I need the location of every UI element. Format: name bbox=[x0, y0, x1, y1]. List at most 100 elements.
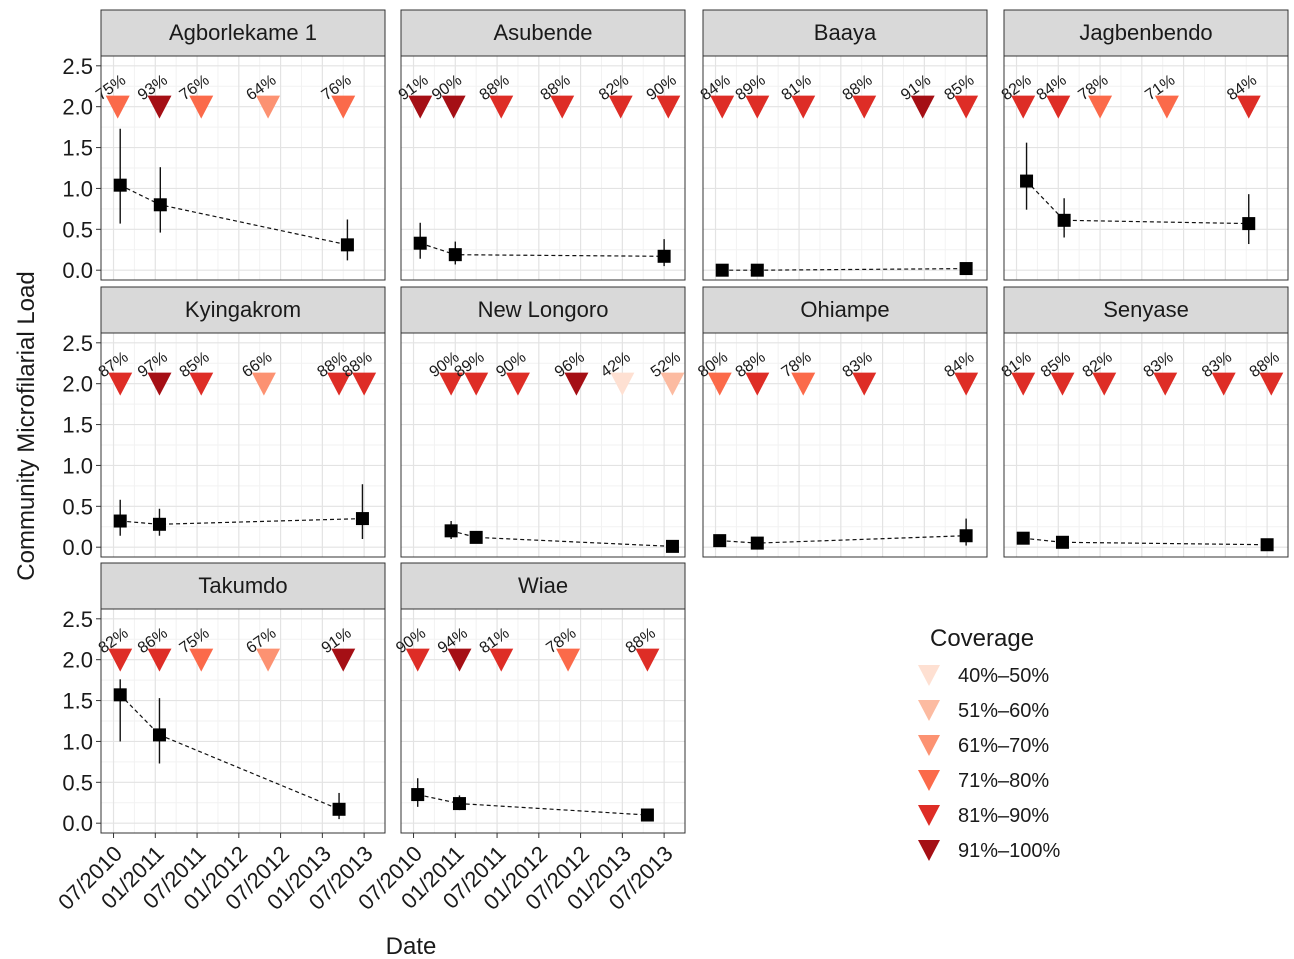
coverage-marker bbox=[791, 372, 816, 396]
trend-line bbox=[1026, 180, 1249, 225]
data-point bbox=[750, 263, 764, 277]
data-point bbox=[959, 262, 973, 276]
coverage-marker bbox=[1153, 372, 1178, 396]
coverage-marker bbox=[1092, 372, 1117, 396]
facet-strip bbox=[702, 9, 988, 57]
panel-border bbox=[100, 608, 386, 834]
data-point bbox=[469, 530, 483, 544]
y-tick-label: 2.0 bbox=[62, 95, 93, 120]
data-point bbox=[413, 236, 427, 250]
facet-strip bbox=[100, 562, 386, 610]
data-point bbox=[153, 198, 167, 212]
y-tick-label: 0.0 bbox=[62, 535, 93, 560]
legend-swatch bbox=[918, 770, 940, 791]
y-tick-label: 2.0 bbox=[62, 372, 93, 397]
facet-strip-label: Asubende bbox=[493, 20, 592, 45]
panels-layer: Agborlekame 175% 93% 76% 64% 76%0.00.51.01.5… bbox=[53, 9, 1289, 915]
panel-border bbox=[1003, 332, 1289, 558]
legend-swatch bbox=[918, 805, 940, 826]
y-tick-label: 1.0 bbox=[62, 453, 93, 478]
coverage-marker bbox=[1046, 95, 1071, 119]
coverage-marker bbox=[408, 95, 433, 119]
trend-line bbox=[1023, 537, 1268, 546]
y-tick-label: 0.5 bbox=[62, 770, 93, 795]
data-point bbox=[444, 524, 458, 538]
coverage-marker bbox=[489, 95, 514, 119]
y-axis-title: Community Microfilarial Load bbox=[13, 271, 40, 580]
data-point bbox=[1020, 174, 1034, 188]
coverage-marker bbox=[331, 95, 356, 119]
y-tick-label: 2.5 bbox=[62, 54, 93, 79]
coverage-marker bbox=[791, 95, 816, 119]
coverage-marker bbox=[447, 648, 472, 672]
coverage-marker bbox=[745, 95, 770, 119]
y-tick-label: 1.5 bbox=[62, 413, 93, 438]
coverage-marker bbox=[556, 648, 581, 672]
coverage-marker bbox=[564, 372, 589, 396]
coverage-marker bbox=[852, 372, 877, 396]
data-point bbox=[411, 788, 425, 802]
coverage-marker bbox=[635, 648, 660, 672]
y-tick-label: 1.0 bbox=[62, 729, 93, 754]
data-point bbox=[452, 797, 466, 811]
facet-strip-label: Agborlekame 1 bbox=[169, 20, 317, 45]
coverage-marker bbox=[707, 372, 732, 396]
legend-swatch bbox=[918, 700, 940, 721]
legend-label: 71%–80% bbox=[958, 770, 1049, 792]
y-tick-label: 2.0 bbox=[62, 648, 93, 673]
facet-strip-label: Jagbenbendo bbox=[1079, 20, 1212, 45]
coverage-marker bbox=[251, 372, 276, 396]
y-tick-label: 0.5 bbox=[62, 217, 93, 242]
y-tick-label: 1.0 bbox=[62, 176, 93, 201]
coverage-marker bbox=[1011, 95, 1036, 119]
coverage-marker bbox=[1236, 95, 1261, 119]
coverage-marker bbox=[954, 372, 979, 396]
data-point bbox=[959, 529, 973, 543]
coverage-marker bbox=[1211, 372, 1236, 396]
panel-border bbox=[400, 608, 686, 834]
y-tick-label: 2.5 bbox=[62, 331, 93, 356]
coverage-marker bbox=[189, 648, 214, 672]
coverage-marker bbox=[189, 95, 214, 119]
facet-strip-label: Senyase bbox=[1103, 297, 1189, 322]
legend-swatch bbox=[918, 665, 940, 686]
coverage-marker bbox=[105, 95, 130, 119]
coverage-marker bbox=[256, 95, 281, 119]
coverage-marker bbox=[256, 648, 281, 672]
coverage-marker bbox=[108, 372, 133, 396]
coverage-marker bbox=[954, 95, 979, 119]
facet-strip-label: Baaya bbox=[814, 20, 877, 45]
legend-label: 51%–60% bbox=[958, 700, 1049, 722]
data-point bbox=[640, 808, 654, 822]
facet-strip bbox=[400, 286, 686, 334]
trend-line bbox=[450, 530, 673, 547]
y-tick-label: 0.5 bbox=[62, 494, 93, 519]
y-tick-label: 2.5 bbox=[62, 607, 93, 632]
coverage-marker bbox=[1154, 95, 1179, 119]
panel-border bbox=[100, 55, 386, 281]
data-point bbox=[713, 534, 727, 548]
coverage-marker bbox=[656, 95, 681, 119]
facet-strip-label: Kyingakrom bbox=[185, 297, 301, 322]
legend-label: 81%–90% bbox=[958, 805, 1049, 827]
data-point bbox=[1260, 538, 1274, 552]
facet-strip bbox=[100, 286, 386, 334]
coverage-marker bbox=[610, 372, 635, 396]
legend-swatch bbox=[918, 735, 940, 756]
data-point bbox=[355, 512, 369, 526]
data-point bbox=[332, 802, 346, 816]
facet-strip bbox=[1003, 9, 1289, 57]
coverage-marker bbox=[405, 648, 430, 672]
coverage-marker bbox=[189, 372, 214, 396]
coverage-marker bbox=[608, 95, 633, 119]
data-point bbox=[715, 263, 729, 277]
data-point bbox=[1057, 213, 1071, 227]
data-point bbox=[665, 539, 679, 553]
panel-border bbox=[400, 55, 686, 281]
y-tick-label: 0.0 bbox=[62, 811, 93, 836]
coverage-marker bbox=[550, 95, 575, 119]
